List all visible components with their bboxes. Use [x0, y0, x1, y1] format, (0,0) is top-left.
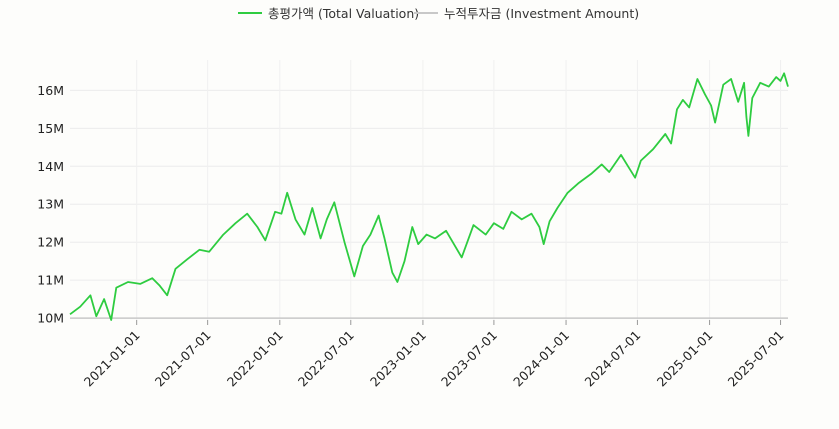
- x-tick-label: 2021-07-01: [152, 328, 214, 390]
- y-tick-label: 14M: [37, 159, 64, 174]
- y-tick-label: 16M: [37, 83, 64, 98]
- y-tick-label: 11M: [37, 273, 64, 288]
- x-tick-label: 2022-01-01: [224, 328, 286, 390]
- x-tick-label: 2022-07-01: [295, 328, 357, 390]
- y-tick-label: 10M: [37, 311, 64, 326]
- legend-label: 총평가액 (Total Valuation): [268, 6, 419, 21]
- y-tick-label: 15M: [37, 121, 64, 136]
- y-axis: 10M 11M 12M 13M 14M 15M 16M: [37, 83, 64, 326]
- series-line-total-valuation: [69, 72, 789, 321]
- legend-item-total-valuation[interactable]: 총평가액 (Total Valuation): [238, 6, 419, 21]
- x-tick-label: 2023-01-01: [367, 328, 429, 390]
- y-tick-label: 12M: [37, 235, 64, 250]
- series-layer: [69, 72, 789, 321]
- x-tick-label: 2024-07-01: [582, 328, 644, 390]
- x-axis: 2021-01-01 2021-07-01 2022-01-01 2022-07-01…: [81, 320, 787, 389]
- x-tick-label: 2025-01-01: [654, 328, 716, 390]
- x-tick-label: 2024-01-01: [510, 328, 572, 390]
- grid: [70, 60, 788, 320]
- legend-label: 누적투자금 (Investment Amount): [444, 6, 639, 21]
- legend-item-investment-amount[interactable]: 누적투자금 (Investment Amount): [414, 6, 639, 21]
- x-tick-label: 2023-07-01: [438, 328, 500, 390]
- legend[interactable]: 총평가액 (Total Valuation) 누적투자금 (Investment …: [238, 6, 639, 21]
- y-tick-label: 13M: [37, 197, 64, 212]
- x-tick-label: 2025-07-01: [725, 328, 787, 390]
- x-tick-label: 2021-01-01: [81, 328, 143, 390]
